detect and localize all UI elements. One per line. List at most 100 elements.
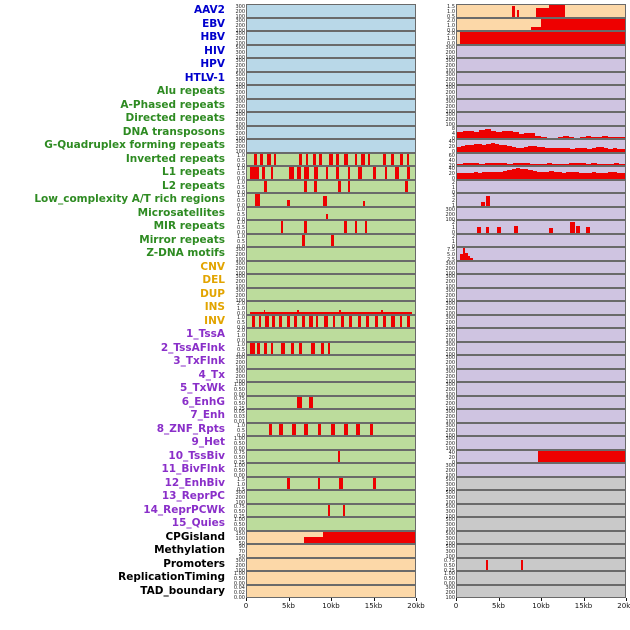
signal-bar — [373, 167, 377, 179]
y-tick-label: 200 — [445, 49, 455, 56]
track-row: 1_TssA 2.0 1.0 0.0 300 200 100 — [0, 328, 630, 344]
y-tick-label: 200 — [445, 346, 455, 353]
y-axis-tick-labels: 300 200 100 — [416, 584, 456, 601]
right-signal-track — [456, 341, 626, 355]
y-tick-label: 200 — [445, 90, 455, 96]
y-axis-tick-labels: 300 200 100 — [229, 4, 246, 20]
row-label: HTLV-1 — [184, 71, 225, 84]
y-axis-tick-labels: 500 300 100 — [416, 517, 456, 533]
signal-bar — [336, 153, 339, 165]
y-tick-label: 7.5 — [447, 247, 455, 253]
y-tick-label: 3 — [451, 193, 455, 199]
x-tick-label: 10kb — [322, 602, 340, 610]
row-label: DEL — [202, 274, 225, 286]
row-label: L2 repeats — [162, 179, 225, 192]
signal-bar — [535, 8, 550, 17]
y-tick-label: 0.50 — [233, 508, 245, 515]
y-tick-label: 0.0 — [237, 162, 245, 169]
signal-bar — [549, 5, 565, 17]
left-signal-track — [246, 247, 416, 261]
y-tick-label: 0.25 — [233, 405, 245, 412]
y-tick-label: 200 — [235, 103, 245, 110]
y-axis-tick-labels: 300 200 100 — [229, 274, 246, 290]
y-tick-label: 1.00 — [233, 436, 245, 442]
row-label: MIR repeats — [153, 220, 225, 232]
right-signal-track — [456, 193, 626, 207]
signal-bar — [327, 342, 331, 354]
y-tick-label: 0.0 — [237, 243, 245, 250]
y-tick-label: 0.50 — [233, 441, 245, 447]
track-row: Promoters 300 200 100 0.75 0.50 0.25 — [0, 557, 630, 573]
signal-profile — [457, 167, 625, 179]
row-label: 2_TssAFlnk — [160, 341, 225, 354]
left-signal-track — [246, 233, 416, 247]
row-label: Alu repeats — [156, 85, 225, 97]
row-label: 13_ReprPC — [161, 490, 225, 502]
y-tick-label: 300 — [445, 287, 455, 294]
track-row: 6_EnhG 0.75 0.50 0.25 300 200 100 — [0, 395, 630, 412]
y-axis-tick-labels: 300 200 100 — [416, 409, 456, 425]
signal-profile — [457, 154, 625, 165]
signal-bar — [299, 342, 303, 354]
left-signal-track — [246, 98, 416, 112]
y-tick-label: 0.00 — [233, 392, 245, 398]
signal-bar — [270, 342, 274, 354]
y-tick-label: 2.0 — [447, 17, 455, 24]
left-signal-track — [246, 260, 416, 274]
y-tick-label: 1.0 — [237, 220, 245, 226]
left-signal-track — [246, 220, 416, 234]
y-tick-label: 1.0 — [447, 9, 455, 15]
y-tick-label: 300 — [445, 535, 455, 542]
row-label: 14_ReprPCWk — [143, 503, 225, 516]
signal-bar — [265, 315, 269, 327]
y-tick-label: 300 — [445, 584, 455, 591]
y-tick-label: 100 — [235, 149, 245, 155]
x-tick-label: 0 — [453, 602, 459, 610]
track-row: CNV 300 200 100 300 200 100 — [0, 260, 630, 276]
y-axis-tick-labels: 300 200 100 — [229, 99, 246, 114]
y-tick-label: 0.50 — [443, 576, 455, 582]
y-tick-label: 100 — [445, 68, 455, 74]
y-axis-tick-labels: 1.5 1.0 0.5 — [416, 4, 456, 20]
y-tick-label: 40 — [448, 139, 455, 145]
row-label: 12_EnhBiv — [164, 476, 225, 489]
row-label: HBV — [200, 31, 226, 43]
signal-bar — [339, 477, 343, 489]
y-tick-label: 300 — [445, 112, 455, 118]
y-tick-label: 200 — [235, 90, 245, 96]
signal-bar — [367, 153, 371, 165]
right-signal-track — [456, 328, 626, 342]
signal-bar — [347, 180, 351, 192]
signal-bar — [331, 423, 336, 435]
row-label: Z-DNA motifs — [146, 247, 225, 259]
signal-bar — [287, 477, 290, 489]
y-tick-label: 300 — [445, 328, 455, 334]
y-tick-label: 0.50 — [233, 576, 245, 582]
y-axis-tick-labels: 300 200 100 — [416, 85, 456, 101]
y-tick-label: 200 — [235, 63, 245, 69]
track-row: Mirror repeats 1.0 0.5 0.0 2 1 0 — [0, 233, 630, 250]
signal-bar — [520, 559, 523, 570]
y-tick-label: 100 — [445, 108, 455, 115]
y-axis-tick-labels: 90 70 50 — [229, 544, 246, 560]
signal-bar — [467, 256, 471, 260]
left-signal-track — [246, 490, 416, 504]
row-label: 9_Het — [191, 436, 225, 448]
row-label: DUP — [200, 287, 225, 300]
y-axis-tick-labels: 1.00 0.50 0.00 — [416, 571, 456, 587]
right-signal-track — [456, 395, 626, 409]
y-tick-label: 200 — [235, 9, 245, 15]
y-tick-label: 100 — [445, 594, 455, 601]
signal-bar — [253, 153, 258, 165]
track-row: G-Quadruplex forming repeats 300 200 100 40 2… — [0, 139, 630, 155]
track-rows: AAV2 300 200 100 1.5 1.0 0.5 EBV 300 200 100 2.0 1.0… — [0, 4, 630, 601]
track-row: INV 1.0 0.5 0.0 300 200 100 — [0, 314, 630, 330]
y-axis-tick-labels: 1.0 0.5 0.0 — [229, 207, 246, 222]
y-axis-tick-labels: 40 20 0 — [416, 166, 456, 182]
signal-bar — [383, 153, 387, 165]
left-signal-track — [246, 463, 416, 477]
row-label: 15_Quies — [171, 517, 225, 529]
y-tick-label: 2 — [451, 233, 455, 240]
